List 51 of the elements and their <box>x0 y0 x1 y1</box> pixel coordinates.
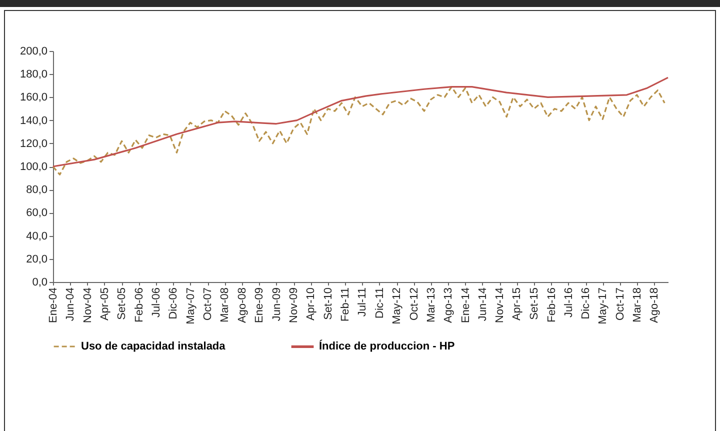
x-tick-label: Set-10 <box>322 288 334 320</box>
x-tick-label: Set-05 <box>116 288 128 320</box>
line-series <box>52 86 666 176</box>
x-tick-label: Mar-13 <box>425 288 438 322</box>
legend-label: Uso de capacidad instalada <box>81 340 226 352</box>
y-tick-label: 180,0 <box>20 68 48 81</box>
x-tick-label: Ago-13 <box>442 288 455 323</box>
x-tick-label: Ene-09 <box>254 288 266 323</box>
x-tick-label: Feb-11 <box>340 288 352 322</box>
x-tick-label: Dic-06 <box>168 288 180 320</box>
x-tick-label: Dic-16 <box>580 288 592 320</box>
y-tick-label: 60,0 <box>26 207 48 220</box>
x-tick-label: Nov-09 <box>288 288 300 323</box>
y-tick-label: 120,0 <box>20 138 48 150</box>
x-tick-label: Nov-04 <box>82 288 94 323</box>
x-tick-label: Nov-14 <box>494 288 506 323</box>
y-tick-label: 100,0 <box>20 161 48 173</box>
x-tick-label: Mar-18 <box>631 288 644 322</box>
x-tick-label: Set-15 <box>528 288 541 320</box>
x-tick-label: Jun-14 <box>476 288 489 322</box>
x-tick-label: Apr-10 <box>305 288 318 321</box>
x-tick-label: May-07 <box>184 288 197 324</box>
y-tick-label: 40,0 <box>26 230 48 242</box>
x-tick-label: Mar-08 <box>219 288 232 322</box>
x-tick-label: Feb-06 <box>134 288 146 322</box>
y-tick-label: 160,0 <box>20 92 48 104</box>
x-tick-label: Jul-16 <box>562 288 575 318</box>
y-tick-label: 80,0 <box>26 184 48 196</box>
x-tick-label: Apr-15 <box>511 288 524 321</box>
x-tick-label: Oct-07 <box>202 288 214 321</box>
x-tick-label: May-17 <box>597 288 610 324</box>
x-tick-label: Jun-09 <box>270 288 283 322</box>
y-tick-label: 20,0 <box>26 253 48 266</box>
line-series <box>52 76 669 168</box>
x-tick-label: Ene-14 <box>460 288 472 323</box>
x-tick-label: May-12 <box>391 288 404 324</box>
y-tick-label: 140,0 <box>20 114 48 127</box>
x-tick-label: Ene-04 <box>48 288 60 323</box>
x-tick-label: Apr-05 <box>98 288 111 321</box>
x-tick-label: Oct-17 <box>614 288 626 321</box>
y-tick-label: 0,0 <box>32 276 48 288</box>
x-tick-label: Ago-18 <box>648 288 661 323</box>
y-tick-label: 200,0 <box>20 46 48 58</box>
x-tick-label: Dic-11 <box>374 288 386 318</box>
x-tick-label: Jun-04 <box>64 288 77 322</box>
x-tick-label: Feb-16 <box>546 288 558 322</box>
x-tick-label: Oct-12 <box>408 288 420 321</box>
legend-label: Índice de produccion - HP <box>319 340 455 353</box>
x-tick-label: Jul-11 <box>356 288 369 317</box>
x-tick-label: Jul-06 <box>150 288 162 318</box>
x-tick-label: Ago-08 <box>236 288 248 323</box>
